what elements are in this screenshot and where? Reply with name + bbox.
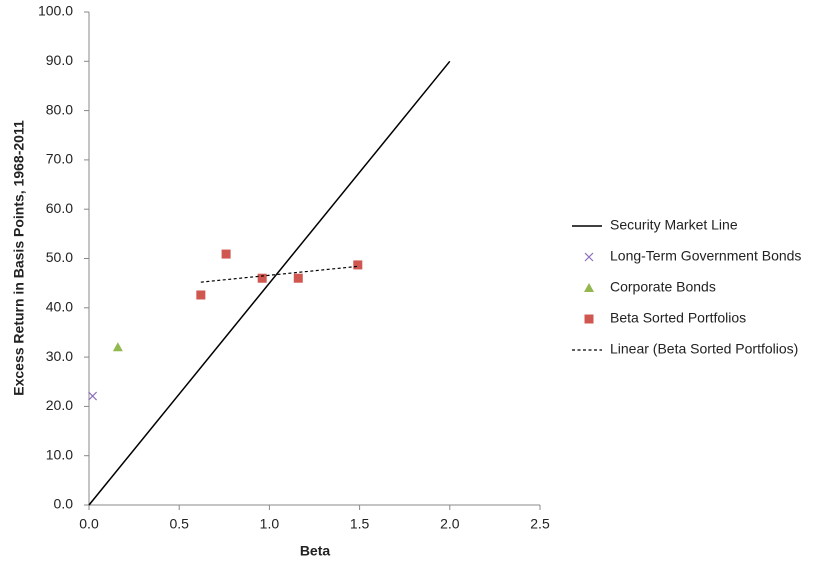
legend-label: Corporate Bonds [610,279,716,295]
point [353,260,363,270]
y-tick-label: 70.0 [46,151,73,167]
point [196,290,206,300]
x-tick-label: 2.0 [440,516,460,532]
legend-label: Linear (Beta Sorted Portfolios) [610,341,798,357]
y-tick-label: 30.0 [46,348,73,364]
x-tick-label: 0.0 [79,516,99,532]
x-tick-label: 1.5 [350,516,370,532]
x-tick-label: 0.5 [169,516,189,532]
legend-label: Security Market Line [610,217,738,233]
y-tick-label: 90.0 [46,52,73,68]
x-tick-label: 1.0 [260,516,280,532]
point [221,249,231,259]
point [112,342,123,352]
y-tick-label: 60.0 [46,200,73,216]
point [257,273,267,283]
y-tick-label: 50.0 [46,249,73,265]
x-axis-label: Beta [300,543,331,559]
y-tick-label: 40.0 [46,299,73,315]
y-tick-label: 20.0 [46,397,73,413]
y-tick-label: 10.0 [46,446,73,462]
y-tick-label: 80.0 [46,101,73,117]
legend-label: Beta Sorted Portfolios [610,310,746,326]
y-tick-label: 0.0 [54,496,74,512]
legend-symbol [584,314,594,324]
legend-label: Long-Term Government Bonds [610,248,801,264]
line [88,60,451,506]
y-axis-label: Excess Return in Basis Points, 1968-2011 [11,120,27,396]
y-tick-label: 100.0 [38,3,73,19]
legend-symbol [584,283,594,292]
line [200,265,358,283]
point [88,391,98,401]
legend-symbol [584,252,594,262]
x-tick-label: 2.5 [530,516,550,532]
point [293,273,303,283]
